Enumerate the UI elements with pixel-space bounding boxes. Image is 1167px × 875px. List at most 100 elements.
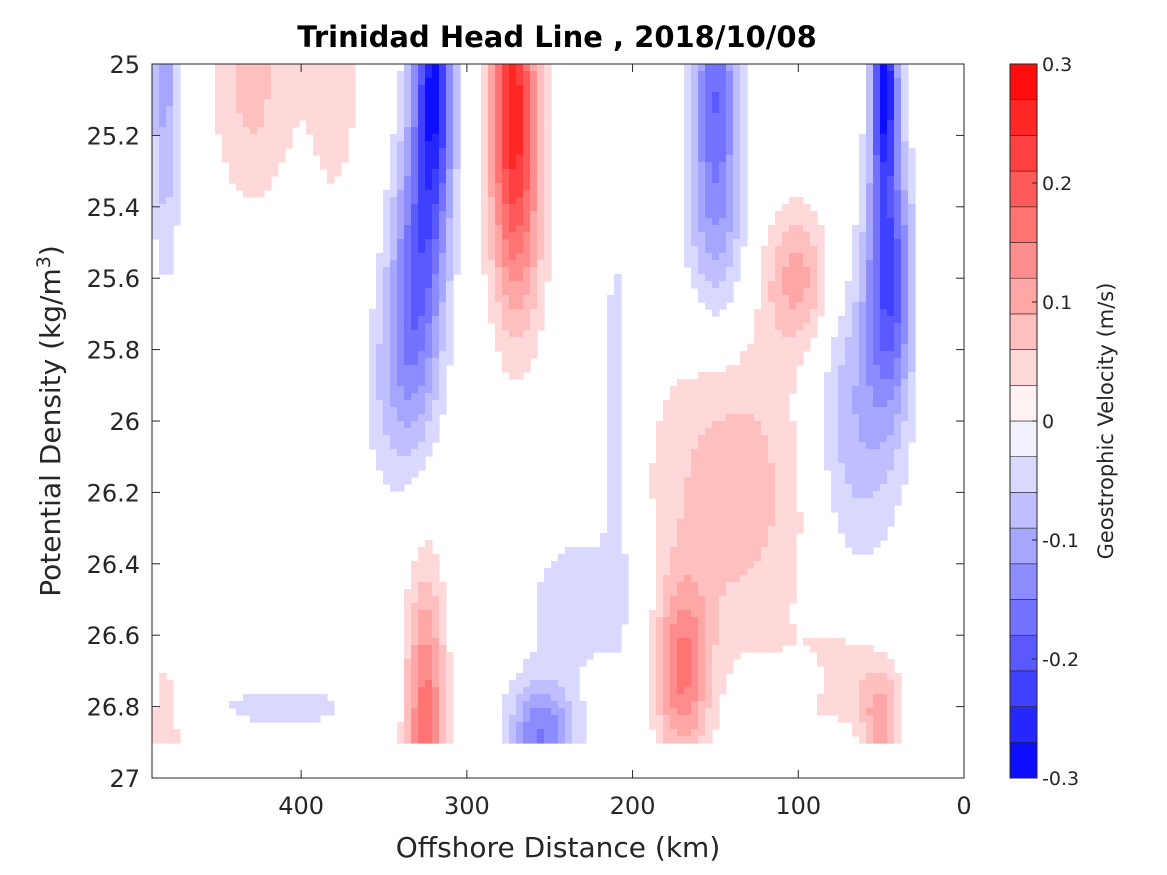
contour-cell — [166, 155, 174, 163]
contour-cell — [481, 99, 489, 107]
contour-cell — [418, 561, 426, 569]
contour-cell — [432, 596, 440, 604]
contour-cell — [754, 365, 762, 373]
contour-cell — [747, 470, 755, 478]
contour-cell — [859, 260, 867, 268]
contour-cell — [782, 505, 790, 513]
contour-cell — [733, 148, 741, 156]
contour-cell — [712, 547, 720, 555]
contour-cell — [866, 288, 874, 296]
contour-cell — [677, 449, 685, 457]
contour-cell — [838, 708, 846, 716]
contour-cell — [425, 722, 433, 730]
contour-cell — [341, 148, 349, 156]
contour-cell — [831, 477, 839, 485]
contour-cell — [719, 169, 727, 177]
contour-cell — [866, 519, 874, 527]
contour-cell — [719, 218, 727, 226]
contour-cell — [229, 148, 237, 156]
contour-cell — [684, 659, 692, 667]
contour-cell — [663, 533, 671, 541]
contour-cell — [411, 127, 419, 135]
contour-cell — [411, 414, 419, 422]
contour-cell — [558, 638, 566, 646]
contour-cell — [719, 533, 727, 541]
contour-cell — [691, 624, 699, 632]
contour-cell — [852, 659, 860, 667]
contour-cell — [572, 666, 580, 674]
contour-cell — [859, 722, 867, 730]
contour-cell — [663, 687, 671, 695]
contour-cell — [677, 533, 685, 541]
contour-cell — [383, 274, 391, 282]
contour-cell — [600, 533, 608, 541]
contour-cell — [509, 372, 517, 380]
contour-cell — [698, 400, 706, 408]
contour-cell — [250, 176, 258, 184]
contour-cell — [698, 456, 706, 464]
contour-cell — [523, 85, 531, 93]
contour-cell — [796, 309, 804, 317]
contour-cell — [887, 330, 895, 338]
contour-cell — [502, 204, 510, 212]
contour-cell — [901, 176, 909, 184]
contour-cell — [747, 428, 755, 436]
contour-cell — [810, 281, 818, 289]
contour-cell — [866, 120, 874, 128]
contour-cell — [166, 715, 174, 723]
contour-cell — [712, 568, 720, 576]
contour-cell — [579, 575, 587, 583]
contour-cell — [901, 456, 909, 464]
contour-cell — [824, 400, 832, 408]
contour-cell — [432, 715, 440, 723]
contour-cell — [614, 351, 622, 359]
contour-cell — [866, 316, 874, 324]
contour-cell — [677, 505, 685, 513]
contour-cell — [908, 435, 916, 443]
contour-cell — [250, 85, 258, 93]
contour-cell — [481, 260, 489, 268]
contour-cell — [439, 134, 447, 142]
contour-cell — [852, 512, 860, 520]
contour-cell — [488, 197, 496, 205]
contour-cell — [908, 421, 916, 429]
contour-cell — [705, 246, 713, 254]
contour-cell — [782, 477, 790, 485]
contour-cell — [859, 176, 867, 184]
contour-cell — [740, 232, 748, 240]
contour-cell — [866, 85, 874, 93]
contour-cell — [859, 393, 867, 401]
contour-cell — [222, 113, 230, 121]
contour-cell — [768, 260, 776, 268]
contour-cell — [292, 701, 300, 709]
contour-cell — [719, 610, 727, 618]
contour-cell — [173, 729, 181, 737]
contour-cell — [530, 218, 538, 226]
contour-cell — [726, 92, 734, 100]
contour-cell — [691, 204, 699, 212]
contour-cell — [684, 694, 692, 702]
contour-cell — [411, 330, 419, 338]
colorbar-tick-label: -0.3 — [1042, 768, 1079, 790]
contour-cell — [432, 645, 440, 653]
contour-cell — [523, 365, 531, 373]
contour-cell — [418, 64, 426, 72]
contour-cell — [712, 673, 720, 681]
contour-cell — [677, 610, 685, 618]
contour-cell — [726, 218, 734, 226]
contour-cell — [502, 155, 510, 163]
contour-cell — [516, 337, 524, 345]
contour-cell — [824, 379, 832, 387]
contour-cell — [159, 673, 167, 681]
contour-cell — [887, 134, 895, 142]
contour-cell — [565, 561, 573, 569]
contour-cell — [859, 505, 867, 513]
contour-cell — [691, 281, 699, 289]
contour-cell — [908, 155, 916, 163]
contour-cell — [712, 512, 720, 520]
contour-cell — [544, 169, 552, 177]
contour-cell — [719, 253, 727, 261]
contour-cell — [390, 372, 398, 380]
contour-cell — [397, 78, 405, 86]
contour-cell — [726, 477, 734, 485]
